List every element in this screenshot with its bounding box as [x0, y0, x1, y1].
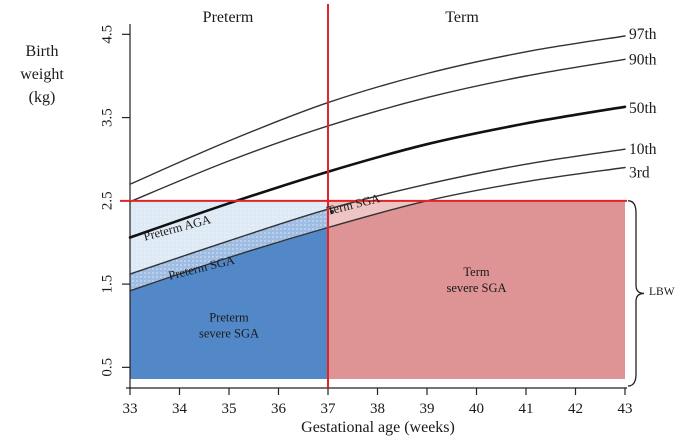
curve-label-10th: 10th: [629, 141, 657, 158]
y-tick-label: 1.5: [99, 275, 115, 294]
curve-label-97th: 97th: [629, 26, 657, 43]
lbw-label: LBW: [649, 286, 675, 298]
curve-label-3rd: 3rd: [629, 165, 650, 182]
percentile-curves: 97th 90th 50th 10th 3rd: [128, 26, 657, 292]
curve-97th: [129, 35, 626, 185]
x-tick-label: 37: [321, 401, 337, 417]
y-axis-label-line-1: Birth: [26, 43, 59, 60]
curve-label-90th: 90th: [629, 51, 657, 68]
y-tick-label: 3.5: [99, 108, 115, 127]
x-tick-label: 38: [370, 401, 385, 417]
period-label-term: Term: [445, 9, 479, 26]
x-tick-label: 42: [568, 401, 583, 417]
curve-50th: [128, 105, 627, 239]
x-tick-label: 33: [123, 401, 138, 417]
x-tick-label: 41: [519, 401, 534, 417]
x-axis-label: Gestational age (weeks): [301, 419, 455, 436]
x-tick-label: 35: [222, 401, 237, 417]
region-preterm-severe-sga: [130, 227, 328, 379]
curve-90th: [129, 58, 626, 203]
y-axis-label-line-3: (kg): [29, 89, 56, 106]
curve-3rd: [129, 166, 626, 292]
y-axis-label-line-2: weight: [20, 66, 64, 83]
period-label-preterm: Preterm: [203, 9, 254, 26]
y-tick-label: 2.5: [99, 191, 115, 210]
region-term-severe-sga: [328, 200, 625, 379]
x-tick-label: 34: [172, 401, 188, 417]
curve-label-50th: 50th: [629, 100, 657, 117]
curve-10th: [129, 148, 626, 275]
chart-regions: [130, 200, 625, 379]
chart-axes: 33 34 35 36 37 38 39 40 41 42 43 0.5 1.5 2.5 3.5 4.5: [99, 24, 633, 417]
threshold-lines: [120, 4, 645, 388]
region-preterm-sga: [130, 209, 328, 291]
y-tick-label: 4.5: [99, 25, 115, 44]
x-tick-label: 43: [618, 401, 633, 417]
region-label-preterm-severe-sga: Preterm severe SGA: [199, 311, 259, 341]
x-tick-label: 40: [469, 401, 484, 417]
y-tick-label: 0.5: [99, 358, 115, 377]
marker-dot: [330, 209, 334, 214]
x-tick-label: 36: [271, 401, 287, 417]
x-tick-label: 39: [420, 401, 435, 417]
region-label-term-severe-sga: Term severe SGA: [446, 265, 506, 295]
lbw-brace: [627, 200, 645, 387]
